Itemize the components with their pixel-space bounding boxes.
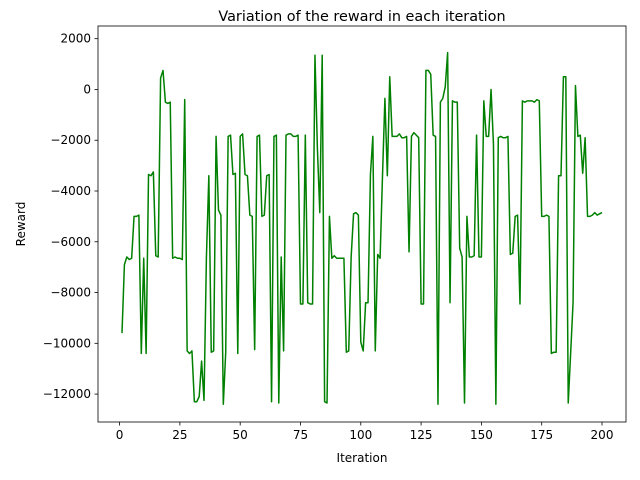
- x-tick-label: 150: [470, 428, 493, 442]
- x-tick-label: 200: [591, 428, 614, 442]
- x-axis-label: Iteration: [337, 451, 388, 465]
- axes-frame: [97, 25, 627, 423]
- y-axis-label: Reward: [14, 202, 28, 247]
- data-line: [121, 51, 603, 405]
- y-tick-label: 2000: [60, 32, 91, 46]
- x-tick-label: 0: [116, 428, 124, 442]
- x-tick-label: 75: [293, 428, 308, 442]
- x-tick-label: 50: [233, 428, 248, 442]
- chart-title: Variation of the reward in each iteratio…: [218, 9, 505, 25]
- y-tick-label: −12000: [43, 387, 91, 401]
- x-tick-label: 100: [349, 428, 372, 442]
- y-tick-label: 0: [83, 82, 91, 96]
- y-tick-label: −10000: [43, 336, 91, 350]
- y-tick-label: −6000: [50, 235, 91, 249]
- x-tick-label: 175: [530, 428, 553, 442]
- y-tick-label: −2000: [50, 133, 91, 147]
- y-tick-label: −8000: [50, 286, 91, 300]
- x-tick-label: 25: [172, 428, 187, 442]
- x-tick-label: 125: [410, 428, 433, 442]
- y-tick-label: −4000: [50, 184, 91, 198]
